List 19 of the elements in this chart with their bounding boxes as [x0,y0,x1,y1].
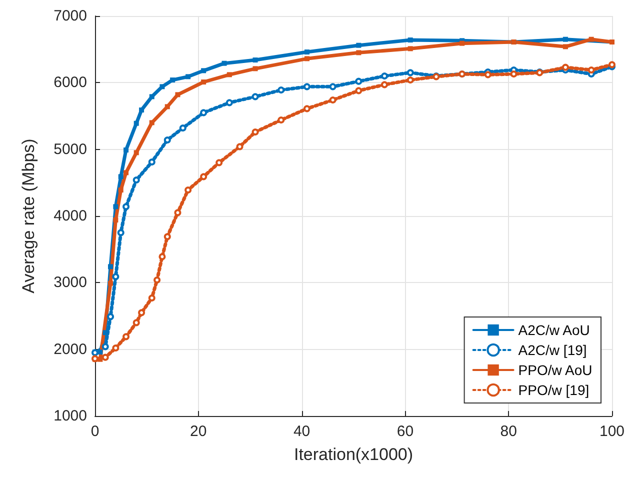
y-axis-title: Average rate (Mbps) [19,138,38,294]
y-tick-label: 4000 [54,208,87,224]
x-tick-label: 60 [396,423,414,440]
y-tick-label: 5000 [54,140,87,158]
y-tick-label: 7000 [54,8,87,24]
x-tick-label: 100 [599,423,625,440]
x-tick-label: 20 [190,423,207,440]
legend-label: A2C/w [19] [518,342,587,358]
y-tick-label: 1000 [54,408,87,424]
y-tick-label: 6000 [54,74,87,92]
x-tick-label: 80 [500,423,517,440]
x-axis-title: Iteration(x1000) [294,445,414,464]
legend-label: A2C/w AoU [518,322,590,338]
x-tick-label: 0 [90,423,100,440]
x-tick-label: 40 [293,423,310,440]
y-tick-label: 3000 [54,274,87,292]
legend-label: PPO/w AoU [518,362,592,378]
y-tick-label: 2000 [54,340,87,358]
legend-label: PPO/w [19] [518,382,590,398]
